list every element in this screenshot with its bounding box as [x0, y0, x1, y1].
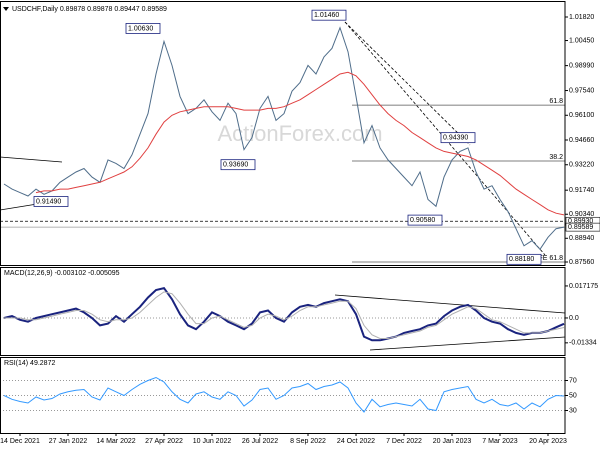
annotation-label: 0.91490 — [36, 198, 61, 205]
y-tick-label: 0.93220 — [569, 162, 594, 169]
y-tick-label: 1.01820 — [569, 14, 594, 21]
y-tick-label: 70 — [569, 377, 577, 384]
x-tick-label: 8 Sep 2022 — [290, 438, 326, 445]
y-tick-label: 0.017175 — [569, 283, 598, 290]
annotation-label: 0.90580 — [410, 217, 435, 224]
price-box — [565, 222, 600, 232]
chart-title: MACD(12,26,9) -0.003102 -0.005095 — [4, 270, 120, 277]
y-tick-label: 0.96100 — [569, 112, 594, 119]
annotation-label: 0.93690 — [223, 162, 248, 169]
y-tick-label: 0.98990 — [569, 62, 594, 69]
menu-icon — [3, 7, 9, 11]
x-tick-label: 7 Dec 2022 — [386, 438, 422, 445]
series-line — [35, 71, 565, 216]
panel-frame — [0, 1, 566, 266]
price-box-label: 0.89589 — [568, 224, 593, 231]
annotation-label: 0.94390 — [443, 134, 468, 141]
trend-line — [344, 21, 471, 146]
x-tick-label: 20 Jan 2023 — [433, 438, 472, 445]
fib-label: FE 61.8 — [538, 255, 563, 262]
series-line — [4, 291, 565, 339]
y-tick-label: 0.91740 — [569, 187, 594, 194]
chart-title: RSI(14) 49.2872 — [4, 360, 55, 367]
y-tick-label: 0.0 — [569, 315, 579, 322]
annotation-label: 0.88180 — [509, 256, 534, 263]
y-tick-label: 50 — [569, 392, 577, 399]
chart-title: USDCHF,Daily 0.89878 0.89878 0.89447 0.8… — [12, 6, 167, 13]
trend-line — [334, 294, 566, 314]
x-tick-label: 14 Dec 2021 — [0, 438, 40, 445]
annotation-box — [440, 132, 476, 144]
fib-label: 61.8 — [549, 98, 563, 105]
annotation-label: 1.01460 — [314, 12, 339, 19]
annotation-box — [311, 9, 347, 21]
annotation-box — [506, 253, 542, 265]
panel-frame — [0, 267, 566, 356]
trend-lines — [0, 21, 566, 351]
x-tick-label: 26 Jul 2022 — [242, 438, 278, 445]
series-line — [3, 286, 565, 342]
watermark: ActionForex.com — [217, 121, 382, 146]
y-tick-label: 0.97540 — [569, 87, 594, 94]
trend-line — [369, 336, 566, 351]
trend-line — [0, 156, 63, 163]
x-tick-label: 10 Jun 2022 — [193, 438, 232, 445]
y-tick-label: 0.88940 — [569, 235, 594, 242]
y-tick-label: -0.01334 — [569, 340, 597, 347]
x-tick-label: 24 Oct 2022 — [337, 438, 375, 445]
y-tick-label: 1.00450 — [569, 37, 594, 44]
fib-label: 38.2 — [549, 154, 563, 161]
y-tick-label: 0.94660 — [569, 137, 594, 144]
trend-line — [344, 21, 546, 256]
series-line — [3, 26, 565, 251]
y-tick-label: 0.87560 — [569, 259, 594, 266]
price-box-label: 0.89930 — [568, 218, 593, 225]
annotation-label: 1.00630 — [128, 25, 153, 32]
x-tick-label: 27 Apr 2022 — [145, 438, 183, 445]
annotation-box — [33, 196, 69, 207]
panel-frame — [0, 357, 566, 434]
annotation-box — [407, 214, 443, 226]
annotation-box — [125, 23, 161, 34]
x-tick-label: 14 Mar 2022 — [96, 438, 135, 445]
y-tick-label: 0.90340 — [569, 211, 594, 218]
x-tick-label: 27 Jan 2022 — [49, 438, 88, 445]
x-tick-label: 20 Apr 2023 — [529, 438, 567, 445]
y-tick-label: 30 — [569, 407, 577, 414]
x-tick-label: 7 Mar 2023 — [482, 438, 518, 445]
series-line — [3, 376, 565, 413]
annotation-box — [220, 159, 256, 171]
